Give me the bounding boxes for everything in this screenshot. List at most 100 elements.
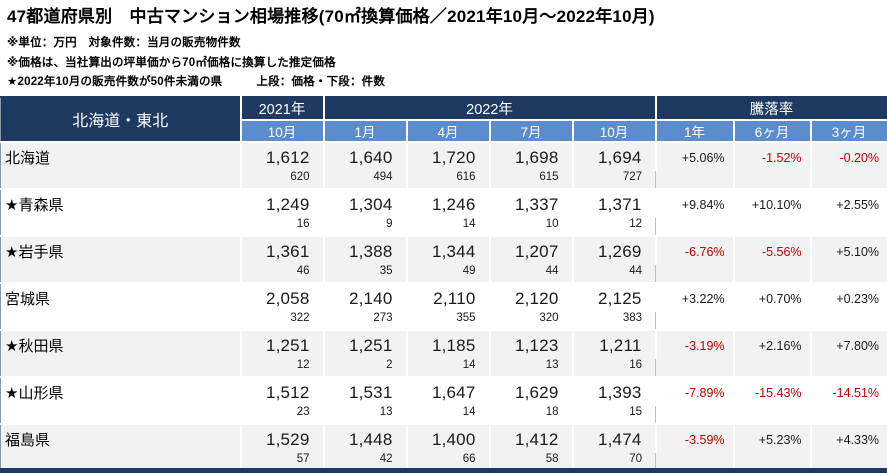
count-cell: 35 bbox=[323, 264, 408, 283]
price-cell: 1,361 bbox=[240, 234, 325, 265]
rate-group-header: 騰落率 bbox=[654, 96, 887, 121]
year-2022-header: 2022年 bbox=[322, 96, 657, 121]
rate-cell: +3.22% bbox=[655, 281, 735, 330]
count-cell: 66 bbox=[406, 452, 491, 471]
price-cell: 1,647 bbox=[406, 375, 491, 406]
prefecture-count-row: 620 494 616 615 727 bbox=[1, 170, 887, 189]
rate-cell: +9.84% bbox=[655, 187, 735, 236]
prefecture-price-row: ★山形県 1,512 1,531 1,647 1,629 1,393 -7.89% -15.4… bbox=[0, 375, 887, 424]
report-header: 47都道府県別 中古マンション相場推移(70㎡換算価格／2021年10月～202… bbox=[0, 0, 887, 89]
prefecture-count-row: 57 42 66 58 70 bbox=[1, 452, 887, 471]
prefecture-price-row: ★秋田県 1,251 1,251 1,185 1,123 1,211 -3.19% +2.16… bbox=[0, 328, 887, 377]
rate-cell: +0.23% bbox=[810, 281, 887, 330]
price-cell: 1,249 bbox=[240, 187, 325, 218]
price-cell: 1,123 bbox=[489, 328, 574, 359]
count-cell: 14 bbox=[406, 405, 491, 424]
prefecture-price-row: 宮城県 2,058 2,140 2,110 2,120 2,125 +3.22% +0.70%… bbox=[0, 281, 887, 330]
region-header: 北海道・東北 bbox=[0, 96, 242, 143]
month-header-0: 10月 bbox=[239, 118, 325, 143]
price-cell: 1,612 bbox=[240, 140, 325, 171]
count-cell: 16 bbox=[240, 217, 325, 236]
price-cell: 1,344 bbox=[406, 234, 491, 265]
rate-cell: -14.51% bbox=[810, 375, 887, 424]
month-header-7: 3ヶ月 bbox=[809, 118, 887, 143]
rate-cell: -3.59% bbox=[655, 422, 735, 471]
count-cell: 49 bbox=[406, 264, 491, 283]
count-cell: 494 bbox=[323, 170, 408, 189]
price-cell: 1,388 bbox=[323, 234, 408, 265]
rate-cell: -5.56% bbox=[733, 234, 812, 283]
price-cell: 2,058 bbox=[240, 281, 325, 312]
month-header-3: 7月 bbox=[488, 118, 574, 143]
prefecture-name: 北海道 bbox=[0, 140, 242, 189]
count-cell: 727 bbox=[572, 170, 657, 189]
price-cell: 1,207 bbox=[489, 234, 574, 265]
price-cell: 2,140 bbox=[323, 281, 408, 312]
price-cell: 1,251 bbox=[323, 328, 408, 359]
count-cell: 70 bbox=[572, 452, 657, 471]
count-cell: 44 bbox=[572, 264, 657, 283]
count-cell: 57 bbox=[240, 452, 325, 471]
count-cell: 2 bbox=[323, 358, 408, 377]
month-header-1: 1月 bbox=[322, 118, 408, 143]
count-cell: 46 bbox=[240, 264, 325, 283]
price-cell: 1,337 bbox=[489, 187, 574, 218]
prefecture-price-table: 北海道・東北 2021年 2022年 騰落率 10月 1月 4月 7月 10月 1年 6ヶ月… bbox=[0, 95, 887, 473]
price-cell: 2,110 bbox=[406, 281, 491, 312]
count-cell: 12 bbox=[572, 217, 657, 236]
count-cell: 13 bbox=[489, 358, 574, 377]
price-cell: 1,629 bbox=[489, 375, 574, 406]
prefecture-count-row: 322 273 355 320 383 bbox=[1, 311, 887, 330]
prefecture-name: ★山形県 bbox=[0, 375, 242, 424]
rate-cell: -6.76% bbox=[655, 234, 735, 283]
count-cell: 383 bbox=[572, 311, 657, 330]
price-cell: 1,512 bbox=[240, 375, 325, 406]
note-legend: 上段：価格・下段：件数 bbox=[256, 76, 386, 88]
prefecture-name: ★秋田県 bbox=[0, 328, 242, 377]
count-cell: 16 bbox=[572, 358, 657, 377]
count-cell: 12 bbox=[240, 358, 325, 377]
rate-cell: +2.55% bbox=[810, 187, 887, 236]
count-cell: 616 bbox=[406, 170, 491, 189]
price-cell: 1,720 bbox=[406, 140, 491, 171]
rate-cell: +0.70% bbox=[733, 281, 812, 330]
count-cell: 13 bbox=[323, 405, 408, 424]
prefecture-price-row: ★岩手県 1,361 1,388 1,344 1,207 1,269 -6.76% -5.56… bbox=[0, 234, 887, 283]
price-cell: 1,304 bbox=[323, 187, 408, 218]
price-cell: 1,185 bbox=[406, 328, 491, 359]
price-cell: 1,393 bbox=[572, 375, 657, 406]
count-cell: 9 bbox=[323, 217, 408, 236]
prefecture-count-row: 46 35 49 44 44 bbox=[1, 264, 887, 283]
count-cell: 620 bbox=[240, 170, 325, 189]
price-cell: 2,125 bbox=[572, 281, 657, 312]
price-cell: 1,531 bbox=[323, 375, 408, 406]
rate-cell: -1.52% bbox=[733, 140, 812, 189]
prefecture-name: ★青森県 bbox=[0, 187, 242, 236]
rate-cell: +10.10% bbox=[733, 187, 812, 236]
note-star-legend: ★2022年10月の販売件数が50件未満の県 上段：価格・下段：件数 bbox=[7, 76, 887, 89]
prefecture-name: 宮城県 bbox=[0, 281, 242, 330]
count-cell: 14 bbox=[406, 217, 491, 236]
note-star: ★2022年10月の販売件数が50件未満の県 bbox=[7, 76, 223, 88]
month-header-row: 10月 1月 4月 7月 10月 1年 6ヶ月 3ヶ月 bbox=[1, 118, 887, 143]
count-cell: 355 bbox=[406, 311, 491, 330]
price-cell: 1,694 bbox=[572, 140, 657, 171]
price-cell: 1,698 bbox=[489, 140, 574, 171]
rate-cell: -3.19% bbox=[655, 328, 735, 377]
rate-cell: +5.10% bbox=[810, 234, 887, 283]
rate-cell: +4.33% bbox=[810, 422, 887, 471]
count-cell: 44 bbox=[489, 264, 574, 283]
count-cell: 615 bbox=[489, 170, 574, 189]
price-cell: 1,211 bbox=[572, 328, 657, 359]
price-cell: 1,448 bbox=[323, 422, 408, 453]
price-cell: 1,269 bbox=[572, 234, 657, 265]
price-cell: 1,400 bbox=[406, 422, 491, 453]
prefecture-price-row: 北海道 1,612 1,640 1,720 1,698 1,694 +5.06% -1.52%… bbox=[0, 140, 887, 189]
count-cell: 42 bbox=[323, 452, 408, 471]
price-cell: 1,371 bbox=[572, 187, 657, 218]
month-header-2: 4月 bbox=[405, 118, 491, 143]
price-cell: 1,412 bbox=[489, 422, 574, 453]
month-header-6: 6ヶ月 bbox=[732, 118, 812, 143]
rate-cell: +5.23% bbox=[733, 422, 812, 471]
page-title: 47都道府県別 中古マンション相場推移(70㎡換算価格／2021年10月～202… bbox=[7, 7, 655, 26]
